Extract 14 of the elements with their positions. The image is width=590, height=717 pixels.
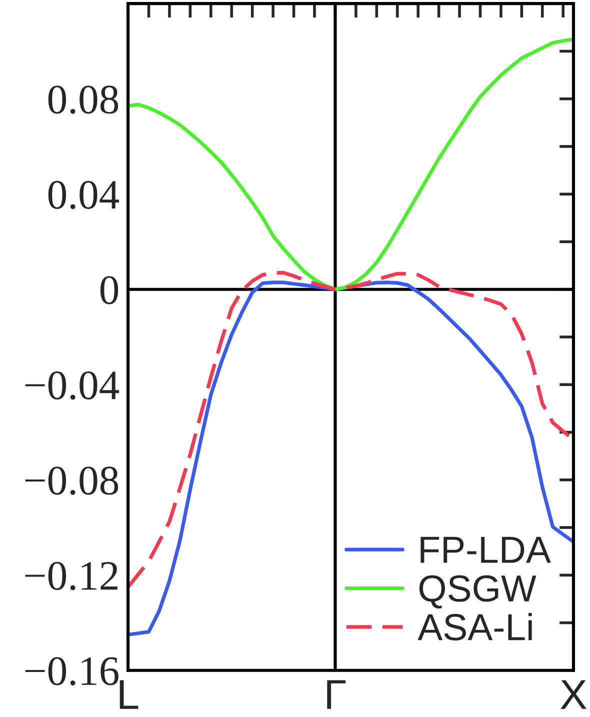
y-tick-label: −0.08 xyxy=(25,466,118,495)
legend-label: FP-LDA xyxy=(420,536,551,563)
y-tick-label: 0.08 xyxy=(48,86,118,114)
legend-label: ASA-Li xyxy=(418,612,532,640)
y-tick-label: 0.04 xyxy=(48,180,120,210)
x-tick-label: L xyxy=(120,680,138,709)
y-tick-label: −0.04 xyxy=(25,371,120,400)
y-tick-label: −0.16 xyxy=(25,657,118,686)
y-tick-label: −0.12 xyxy=(25,562,118,590)
y-tick-label: 0 xyxy=(100,276,118,304)
line-series xyxy=(128,38,574,292)
x-tick-label: Γ xyxy=(327,680,346,709)
legend-label: QSGW xyxy=(419,575,536,608)
x-tick-label: X xyxy=(560,680,586,709)
